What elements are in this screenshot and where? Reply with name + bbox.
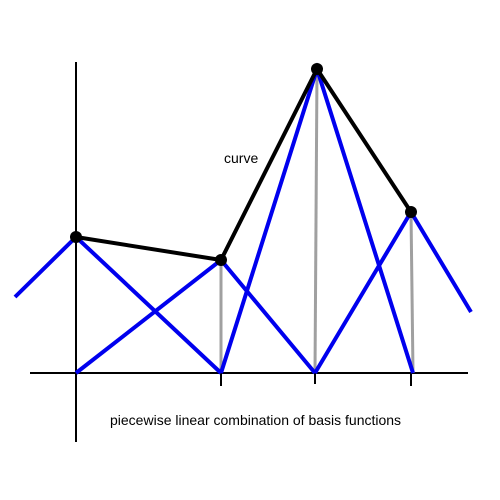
control-point (70, 231, 82, 243)
knot-guide-line (313, 68, 319, 374)
basis-function-4 (313, 208, 473, 375)
basis-function-2 (74, 257, 317, 375)
knot-guide-line (409, 211, 415, 374)
curve-label: curve (224, 150, 258, 166)
basis-function-1 (13, 234, 223, 375)
control-point (405, 206, 417, 218)
diagram-caption: piecewise linear combination of basis fu… (110, 412, 401, 428)
control-point (215, 254, 227, 266)
combination-curve (75, 67, 413, 262)
control-point (311, 63, 323, 75)
